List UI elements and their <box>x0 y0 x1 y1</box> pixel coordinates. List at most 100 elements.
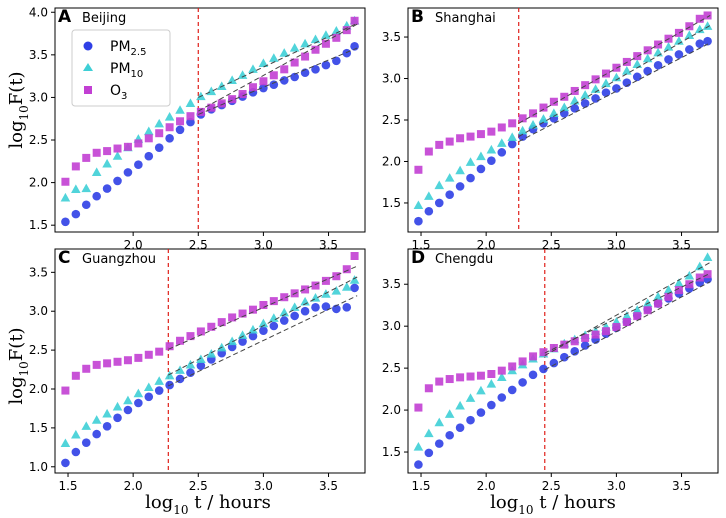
point-pm25 <box>342 303 352 312</box>
point-o3 <box>71 162 80 171</box>
point-pm10 <box>154 376 165 385</box>
point-o3 <box>103 147 112 156</box>
point-pm25 <box>591 94 600 103</box>
point-o3 <box>570 337 579 346</box>
point-pm10 <box>611 72 622 82</box>
point-pm25 <box>580 341 590 350</box>
point-pm25 <box>259 326 268 335</box>
point-o3 <box>508 119 517 128</box>
point-o3 <box>217 318 226 327</box>
point-o3 <box>518 357 527 366</box>
point-pm10 <box>60 438 71 448</box>
point-o3 <box>560 92 569 101</box>
point-o3 <box>456 134 465 143</box>
point-pm10 <box>102 408 112 418</box>
y-tick-label: 3.0 <box>29 90 48 104</box>
y-tick-label: 2.0 <box>382 154 401 168</box>
point-pm10 <box>258 58 269 67</box>
point-pm25 <box>549 358 559 368</box>
point-pm10 <box>237 330 248 339</box>
point-pm25 <box>71 209 81 219</box>
y-tick-label: 3.5 <box>29 48 48 62</box>
point-pm25 <box>113 413 122 423</box>
y-tick-label: 2.0 <box>29 176 48 190</box>
fit-line-pm25 <box>518 42 711 143</box>
point-o3 <box>674 286 683 295</box>
point-o3 <box>508 362 517 371</box>
fit-line-pm25 <box>544 281 711 371</box>
point-pm10 <box>465 393 476 402</box>
fit-line-pm10 <box>518 24 711 138</box>
point-pm10 <box>216 81 227 90</box>
point-pm25 <box>311 303 320 312</box>
fit-line-pm10 <box>168 276 358 376</box>
point-pm25 <box>332 56 341 66</box>
point-pm25 <box>154 386 164 395</box>
point-o3 <box>321 39 330 48</box>
point-pm25 <box>487 400 496 410</box>
point-pm10 <box>175 105 185 114</box>
point-o3 <box>186 332 195 341</box>
point-pm10 <box>413 200 424 210</box>
point-pm10 <box>60 192 71 202</box>
point-pm10 <box>112 401 123 411</box>
point-pm10 <box>237 70 248 79</box>
point-o3 <box>176 336 185 345</box>
point-pm25 <box>238 337 247 346</box>
y-tick-label: 1.0 <box>29 460 48 474</box>
point-o3 <box>113 144 122 153</box>
x-tick-label: 3.0 <box>607 479 626 493</box>
point-pm10 <box>663 41 674 51</box>
point-pm25 <box>165 134 174 143</box>
point-pm25 <box>290 72 299 82</box>
legend-marker-pm25 <box>83 41 93 51</box>
fit-line-pm25 <box>198 47 358 115</box>
point-pm10 <box>694 261 705 271</box>
point-pm10 <box>622 66 632 75</box>
point-pm25 <box>92 429 101 439</box>
point-o3 <box>581 333 590 342</box>
point-pm25 <box>113 176 122 186</box>
point-o3 <box>238 90 247 99</box>
point-pm10 <box>289 302 300 311</box>
point-o3 <box>549 97 558 106</box>
point-o3 <box>134 139 143 148</box>
point-o3 <box>601 327 610 336</box>
point-pm25 <box>570 347 580 356</box>
point-o3 <box>144 350 153 359</box>
point-pm25 <box>81 438 91 447</box>
point-o3 <box>301 52 310 61</box>
point-pm25 <box>71 447 81 457</box>
x-tick-label: 2.0 <box>477 479 496 493</box>
fit-line-pm10 <box>198 22 358 98</box>
point-o3 <box>280 293 289 302</box>
point-o3 <box>529 109 538 118</box>
x-tick-label: 3.5 <box>672 238 691 252</box>
point-pm25 <box>434 439 444 448</box>
point-o3 <box>654 299 663 308</box>
y-tick-label: 3.5 <box>29 265 48 279</box>
legend-label-pm10: PM10 <box>110 61 143 80</box>
point-o3 <box>92 360 101 369</box>
point-o3 <box>456 373 465 382</box>
point-pm25 <box>466 173 475 183</box>
point-o3 <box>207 103 216 112</box>
point-pm10 <box>175 365 185 374</box>
point-pm25 <box>290 311 299 321</box>
point-pm10 <box>71 429 81 439</box>
fit-line-o3 <box>198 23 358 112</box>
point-pm25 <box>311 65 320 74</box>
point-pm10 <box>684 30 695 39</box>
point-o3 <box>487 127 496 136</box>
panel-title: Shanghai <box>435 11 496 26</box>
point-pm25 <box>321 60 331 70</box>
point-pm10 <box>81 183 92 193</box>
x-tick-label: 2.0 <box>477 238 496 252</box>
point-pm10 <box>528 119 538 129</box>
y-tick-label: 1.5 <box>382 196 401 210</box>
point-pm10 <box>702 252 713 261</box>
point-pm25 <box>507 385 517 395</box>
point-pm25 <box>455 182 465 191</box>
y-tick-label: 3.0 <box>382 72 401 86</box>
